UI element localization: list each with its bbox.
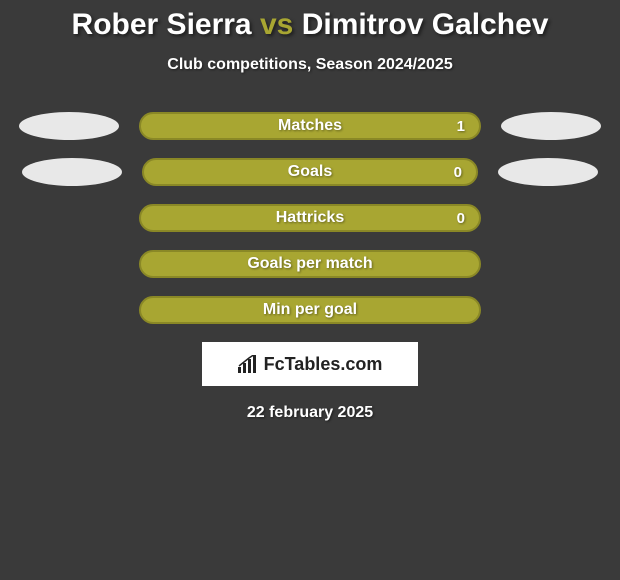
- comparison-chart: Matches 1 Goals 0 Hattricks 0 Goals per match M…: [0, 112, 620, 324]
- subtitle: Club competitions, Season 2024/2025: [0, 56, 620, 74]
- stat-row: Goals 0: [0, 158, 620, 186]
- vs-separator: vs: [260, 8, 293, 41]
- logo-box: FcTables.com: [202, 342, 418, 386]
- stat-bar: Min per goal: [139, 296, 481, 324]
- right-ellipse: [501, 112, 601, 140]
- logo: FcTables.com: [238, 354, 383, 375]
- stat-label: Min per goal: [263, 301, 357, 319]
- stat-label: Hattricks: [276, 209, 344, 227]
- stat-row: Min per goal: [0, 296, 620, 324]
- stat-value: 0: [457, 210, 465, 227]
- right-ellipse: [501, 250, 601, 278]
- left-ellipse: [19, 112, 119, 140]
- page-title: Rober Sierra vs Dimitrov Galchev: [0, 0, 620, 42]
- stat-row: Goals per match: [0, 250, 620, 278]
- stat-row: Hattricks 0: [0, 204, 620, 232]
- date-label: 22 february 2025: [0, 404, 620, 422]
- stat-label: Goals per match: [247, 255, 372, 273]
- right-ellipse: [501, 296, 601, 324]
- player1-name: Rober Sierra: [72, 8, 252, 41]
- left-ellipse: [22, 158, 122, 186]
- stat-bar: Hattricks 0: [139, 204, 481, 232]
- left-ellipse: [19, 296, 119, 324]
- left-ellipse: [19, 250, 119, 278]
- player2-name: Dimitrov Galchev: [302, 8, 549, 41]
- stat-label: Goals: [288, 163, 332, 181]
- stat-value: 0: [454, 164, 462, 181]
- stat-bar: Matches 1: [139, 112, 481, 140]
- left-ellipse: [19, 204, 119, 232]
- bars-icon: [238, 355, 260, 373]
- logo-text: FcTables.com: [264, 354, 383, 375]
- right-ellipse: [501, 204, 601, 232]
- stat-label: Matches: [278, 117, 342, 135]
- stat-bar: Goals per match: [139, 250, 481, 278]
- right-ellipse: [498, 158, 598, 186]
- stat-row: Matches 1: [0, 112, 620, 140]
- stat-bar: Goals 0: [142, 158, 478, 186]
- stat-value: 1: [457, 118, 465, 135]
